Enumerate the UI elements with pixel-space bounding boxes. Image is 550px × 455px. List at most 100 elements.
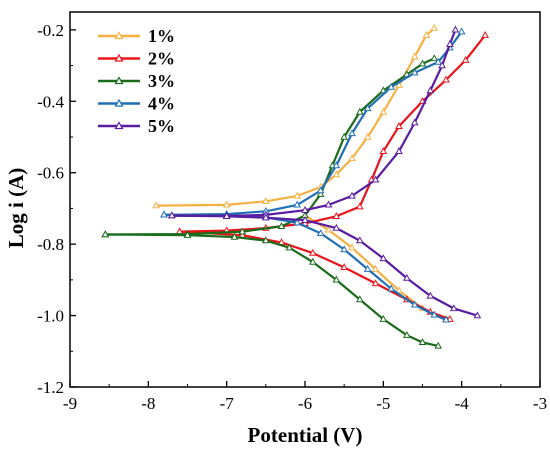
legend-item-2pct: 2%: [98, 49, 175, 69]
series-4pct-cathodic-point-7: [387, 284, 396, 292]
series-3pct-cathodic-point-4: [285, 243, 294, 251]
series-3pct-cathodic-point-5: [308, 257, 317, 265]
series-2pct-anodic-point-8: [395, 122, 403, 129]
series-4pct-anodic-point-10: [434, 57, 443, 65]
series-5pct-anodic-point-9: [426, 86, 435, 94]
y-tick-label--1: -1.0: [37, 307, 64, 326]
series-3pct-anodic-point-2: [238, 227, 247, 235]
series-1pct-cathodic-point-2: [348, 243, 356, 251]
legend-item-3pct: 3%: [98, 71, 175, 91]
series-3pct-cathodic-point-11: [434, 341, 443, 349]
series-3pct-cathodic-point-2: [230, 232, 239, 240]
series-1pct-anodic-point-10: [410, 52, 419, 60]
series-4pct-cathodic-point-3: [293, 218, 302, 226]
series-1pct-anodic-point-11: [422, 30, 431, 38]
series-4pct-cathodic-point-9: [430, 310, 439, 318]
series-3pct-anodic-point-7: [340, 132, 349, 140]
y-axis-title: Log i (A): [4, 168, 28, 249]
series-1pct-cathodic-point-4: [395, 286, 403, 294]
series-4pct-cathodic-point-10: [442, 315, 450, 323]
series-5pct-cathodic-point-3: [301, 215, 309, 223]
series-4pct-cathodic-point-5: [340, 245, 349, 253]
y-tick-label--0-2: -0.2: [37, 21, 64, 40]
series-4pct-cathodic-point-6: [363, 264, 372, 272]
legend-marker-2pct: [114, 53, 124, 62]
series-2pct-cathodic-point-5: [371, 279, 380, 287]
series-1pct: [152, 23, 450, 322]
series-5pct-anodic-point-11: [446, 39, 454, 47]
series-1pct-anodic-point-5: [332, 170, 341, 178]
series-3pct: [101, 54, 443, 349]
series-3pct-anodic-point-3: [277, 222, 286, 229]
series-5pct-cathodic-point-0: [167, 211, 176, 219]
series-2pct-anodic-point-11: [461, 55, 470, 63]
series-4pct-anodic-point-5: [332, 161, 341, 169]
series-3pct-anodic-point-11: [418, 59, 427, 67]
legend-item-5pct: 5%: [98, 116, 175, 136]
series-4pct-anodic-point-9: [410, 68, 419, 76]
series-3pct-anodic-point-5: [316, 189, 325, 197]
series-2pct-anodic-point-7: [379, 147, 388, 154]
series-1pct-anodic-point-7: [363, 132, 372, 140]
x-tick-label--8: -8: [141, 394, 155, 413]
series-5pct-cathodic-point-1: [222, 212, 231, 219]
series-5pct-cathodic-point-9: [449, 304, 458, 312]
series-4pct-anodic-point-7: [363, 104, 372, 112]
series-5pct-cathodic-point-2: [261, 213, 270, 221]
y-tick-label--0-4: -0.4: [37, 92, 64, 111]
series-5pct-anodic-point-5: [348, 191, 356, 199]
series-4pct-anodic-point-12: [457, 27, 466, 35]
series-5pct-cathodic-point-6: [379, 254, 388, 262]
series-3pct-cathodic-point-8: [379, 314, 388, 322]
legend-label-5pct: 5%: [148, 116, 175, 136]
series-4pct-cathodic-point-0: [160, 210, 168, 218]
series-5pct-cathodic-point-4: [332, 223, 341, 231]
legend-label-4pct: 4%: [148, 94, 175, 114]
series-5pct-anodic-point-10: [438, 61, 446, 69]
series-4pct-cathodic-point-8: [410, 300, 419, 308]
series-4pct-anodic-point-3: [293, 200, 302, 208]
series-4pct-anodic-point-8: [387, 82, 396, 90]
series-3pct-anodic-point-12: [430, 54, 439, 62]
series-1pct-cathodic-point-3: [371, 264, 380, 272]
series-4pct-cathodic-point-4: [316, 229, 325, 237]
series-5pct-anodic-point-4: [324, 200, 333, 208]
series-4pct-anodic-point-4: [316, 186, 325, 194]
series-3pct-cathodic-point-1: [183, 230, 192, 238]
series-2pct-anodic-point-4: [332, 212, 341, 219]
legend-marker-1pct: [114, 31, 124, 40]
axis-layer: -9 -8 -7 -6 -5 -4 -3 -1.2 -1.0 -0.8 -0.6 -0.4 -0.2: [37, 11, 547, 413]
x-tick-label--7: -7: [220, 394, 235, 413]
series-1pct-anodic-point-1: [222, 200, 231, 208]
series-1pct-anodic-point-3: [293, 191, 302, 199]
x-tick-label--4: -4: [455, 394, 470, 413]
series-5pct-anodic-point-3: [301, 205, 309, 213]
series-1pct-anodic-point-6: [348, 154, 356, 162]
x-tick-label--3: -3: [533, 394, 547, 413]
series-3pct-cathodic-point-10: [418, 338, 427, 346]
series-2pct-anodic-point-10: [442, 75, 450, 83]
x-axis-title: Potential (V): [248, 423, 363, 447]
legend-label-1pct: 1%: [148, 26, 175, 46]
series-5pct-anodic-point-12: [451, 25, 460, 33]
series-1pct-anodic-point-9: [395, 80, 403, 88]
series-3pct-cathodic-point-3: [261, 236, 270, 244]
series-3pct-anodic-point-8: [355, 107, 364, 115]
legend-marker-5pct: [114, 121, 124, 130]
series-2pct-anodic-point-12: [481, 30, 490, 38]
series-2pct-anodic-point-5: [355, 202, 364, 210]
series-1pct-anodic-point-2: [261, 197, 270, 204]
series-layer: [101, 23, 490, 349]
series-5pct-cathodic-point-5: [355, 236, 364, 244]
y-tick-label--0-6: -0.6: [37, 164, 64, 183]
series-5pct-cathodic-point-7: [402, 273, 411, 281]
legend-label-3pct: 3%: [148, 71, 175, 91]
series-5pct: [167, 25, 482, 319]
series-4pct-anodic-point-6: [348, 129, 356, 137]
x-tick-label--5: -5: [376, 394, 390, 413]
series-3pct-cathodic-point-9: [402, 330, 411, 338]
y-tick-label--0-8: -0.8: [37, 235, 64, 254]
series-3pct-cathodic-point-7: [355, 295, 364, 303]
legend-item-4pct: 4%: [98, 94, 175, 114]
